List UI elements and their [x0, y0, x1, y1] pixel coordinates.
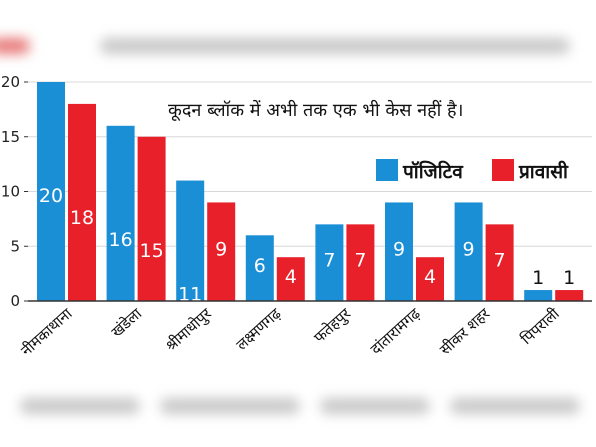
data-label: 1: [563, 267, 575, 289]
bar-migrant: [276, 257, 305, 301]
data-label: 7: [323, 250, 335, 272]
y-tick-label: 20: [1, 73, 20, 91]
blurred-headline: [0, 30, 596, 58]
data-label: 11: [178, 284, 202, 306]
x-tick-label: श्रीमाधोपुर: [162, 304, 216, 356]
chart-annotation: कूदन ब्लॉक में अभी तक एक भी केस नहीं है।: [168, 99, 463, 121]
data-label: 15: [140, 240, 164, 262]
data-label: 9: [215, 239, 227, 261]
data-label: 20: [39, 185, 63, 207]
y-tick-label: 5: [10, 237, 20, 255]
bar-positive: [176, 180, 205, 301]
bar-positive: [106, 125, 135, 301]
data-label: 7: [494, 250, 506, 272]
legend: पॉजिटिव प्रावासी: [376, 159, 569, 183]
legend-label-migrant: प्रावासी: [518, 160, 569, 183]
bar-migrant: [68, 103, 96, 302]
x-tick-label: खंडेला: [108, 304, 146, 341]
data-label: 4: [285, 266, 297, 288]
bar-migrant: [137, 136, 166, 301]
x-tick-label: लक्ष्मणगढ़: [233, 304, 285, 354]
bar-migrant: [555, 290, 584, 301]
bar-positive: [37, 82, 65, 301]
data-label: 1: [532, 267, 544, 289]
y-tick-label: 10: [1, 183, 20, 201]
data-label: 9: [393, 239, 405, 261]
bar-migrant: [416, 257, 444, 301]
x-tick-label: नीमकाथाना: [17, 304, 76, 360]
x-tick-label: फतेहपुर: [310, 304, 355, 347]
bar-positive: [454, 202, 483, 301]
bar-positive: [315, 224, 344, 301]
data-label: 6: [254, 255, 266, 277]
y-tick-label: 0: [10, 292, 20, 310]
y-axis: 0 5 10 15 20: [1, 73, 28, 310]
blurred-caption: [0, 388, 596, 438]
data-label: 4: [424, 266, 436, 288]
legend-label-positive: पॉजिटिव: [402, 160, 464, 183]
y-tick-label: 15: [1, 128, 20, 146]
bar-migrant: [207, 202, 236, 301]
x-tick-label: सीकर शहर: [436, 304, 494, 359]
bar-positive: [245, 235, 274, 301]
bar-positive: [385, 202, 413, 301]
data-label: 9: [463, 239, 475, 261]
x-tick-label: पिपराली: [517, 304, 563, 348]
bar-positive: [524, 290, 553, 301]
data-label: 7: [354, 250, 366, 272]
x-tick-label: दांतारामगढ़: [367, 304, 424, 358]
bar-migrant: [485, 224, 514, 301]
bar-migrant: [346, 224, 375, 301]
data-label: 18: [70, 207, 94, 229]
x-axis: नीमकाथाना खंडेला श्रीमाधोपुर लक्ष्मणगढ़ फतेह…: [17, 304, 563, 360]
data-label: 16: [109, 229, 133, 251]
legend-swatch-positive: [376, 159, 398, 181]
legend-swatch-migrant: [492, 159, 514, 181]
